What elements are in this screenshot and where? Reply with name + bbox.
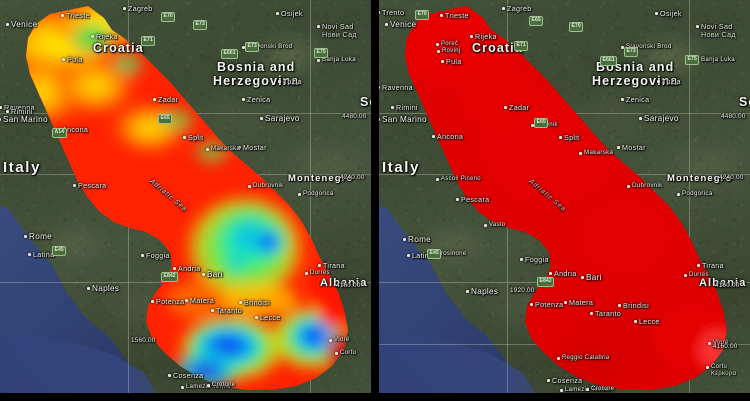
jet-colormap-panel[interactable]: Italy Croatia Bosnia and Herzegovina Mon… (0, 0, 371, 393)
satellite-basemap (0, 0, 371, 393)
saturated-red-panel[interactable]: Italy Croatia Bosnia and Herzegovina Mon… (379, 0, 750, 393)
satellite-basemap (379, 0, 750, 393)
